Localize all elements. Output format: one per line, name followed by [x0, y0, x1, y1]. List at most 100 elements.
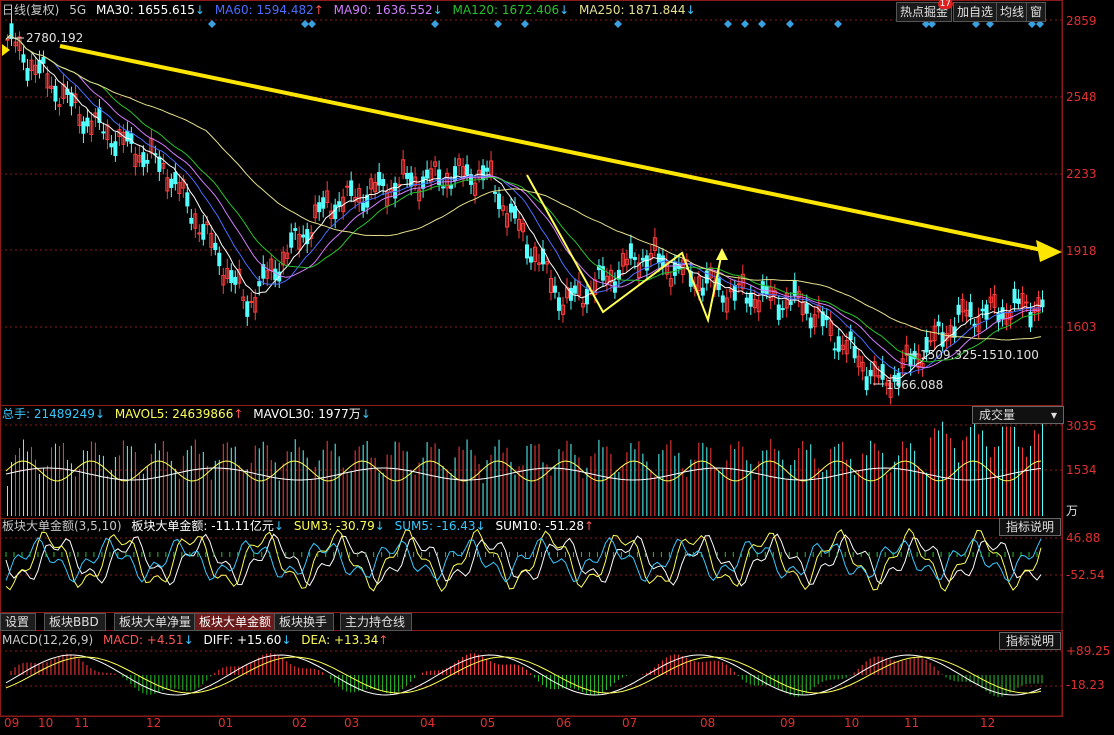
- high-arrow: [2, 44, 10, 56]
- candle-body: [980, 308, 985, 312]
- candle-body: [521, 222, 526, 233]
- candle-body: [89, 120, 94, 135]
- month-label: 11: [74, 716, 90, 730]
- volume-legend: 总手: 21489249↓ MAVOL5: 24639866↑ MAVOL30:…: [2, 406, 377, 422]
- candle-body: [457, 158, 462, 166]
- month-label: 09: [4, 716, 20, 730]
- candle-body: [956, 304, 961, 315]
- candle-body: [393, 182, 398, 199]
- candle-body: [517, 218, 522, 231]
- tab-main-position[interactable]: 主力持仓线: [340, 613, 413, 631]
- flow-line: [5, 533, 1042, 587]
- candle-body: [165, 177, 170, 192]
- candle-body: [233, 276, 238, 285]
- candle-body: [964, 309, 969, 317]
- tab-bbd[interactable]: 板块BBD: [44, 613, 106, 631]
- candle-body: [556, 297, 561, 311]
- candle-body: [536, 262, 541, 265]
- candle-body: [505, 213, 510, 228]
- flow-tick-top: 46.88: [1066, 531, 1101, 545]
- candle-body: [465, 164, 470, 176]
- zigzag-line: [526, 174, 723, 324]
- month-label: 08: [700, 716, 716, 730]
- candle-body: [924, 337, 929, 353]
- month-label: 02: [292, 716, 308, 730]
- month-label: 12: [146, 716, 162, 730]
- candle-body: [832, 348, 837, 351]
- candle-body: [728, 288, 733, 293]
- candle-body: [984, 304, 989, 320]
- candle-body: [976, 316, 981, 332]
- candle-body: [381, 179, 386, 187]
- candle-body: [620, 252, 625, 267]
- candle-body: [876, 375, 881, 378]
- candle-body: [305, 229, 310, 245]
- flow-value-label: 板块大单金额: -11.11亿元↓: [131, 519, 284, 533]
- candle-body: [213, 242, 218, 251]
- candle-body: [708, 267, 713, 279]
- dea-label: DEA: +13.34↑: [301, 633, 389, 647]
- flow-legend: 板块大单金额(3,5,10) 板块大单金额: -11.11亿元↓ SUM3: -…: [2, 518, 600, 534]
- candle-body: [137, 155, 142, 163]
- candle-body: [401, 159, 406, 175]
- hotspot-button[interactable]: 热点掘金 17: [896, 0, 954, 22]
- candle-body: [161, 162, 166, 169]
- trend-arrow-line: [59, 44, 1043, 252]
- tab-large-net[interactable]: 板块大单净量: [114, 613, 199, 631]
- candle-body: [33, 64, 38, 75]
- window-button[interactable]: 窗: [1026, 2, 1047, 22]
- candle-body: [81, 121, 86, 134]
- price-legend: 日线(复权) 5G MA30: 1655.615↓ MA60: 1594.482…: [2, 2, 702, 18]
- event-marker-icon: [972, 20, 980, 28]
- candle-body: [209, 232, 214, 248]
- candle-body: [45, 73, 50, 89]
- tab-large-amount[interactable]: 板块大单金额: [194, 613, 279, 631]
- candle-body: [109, 143, 114, 148]
- event-marker-icon: [724, 20, 732, 28]
- candle-body: [421, 176, 426, 189]
- candle-body: [221, 275, 226, 286]
- tab-turnover[interactable]: 板块换手: [274, 613, 335, 631]
- candle-body: [177, 182, 182, 195]
- candle-body: [377, 172, 382, 186]
- zigzag-arrow-head: [716, 248, 728, 260]
- volume-dropdown[interactable]: 成交量 ▾: [972, 406, 1064, 424]
- candle-body: [369, 178, 374, 190]
- event-marker-icon: [741, 20, 749, 28]
- candle-body: [704, 270, 709, 284]
- candle-body: [756, 300, 761, 313]
- price-tick-2548: 2548: [1066, 90, 1097, 104]
- candle-body: [724, 297, 729, 313]
- tab-settings[interactable]: 设置: [0, 613, 37, 631]
- candle-body: [273, 268, 278, 281]
- candle-body: [525, 244, 529, 259]
- event-marker-icon: [431, 20, 439, 28]
- candle-body: [417, 189, 422, 202]
- diff-label: DIFF: +15.60↓: [203, 633, 292, 647]
- candle-body: [736, 283, 741, 286]
- candle-body: [349, 180, 354, 196]
- price-tick-1603: 1603: [1066, 320, 1097, 334]
- candle-body: [820, 311, 825, 327]
- candle-body: [21, 54, 26, 63]
- candle-body: [864, 376, 869, 391]
- candle-body: [872, 361, 877, 377]
- candle-body: [992, 294, 997, 308]
- candle-body: [261, 264, 266, 279]
- ma-button[interactable]: 均线: [996, 2, 1029, 22]
- candle-body: [425, 169, 430, 179]
- sum5-label: SUM5: -16.43↓: [394, 519, 486, 533]
- ma30-label: MA30: 1655.615↓: [95, 3, 205, 17]
- candle-body: [441, 186, 446, 189]
- candle-body: [852, 345, 857, 359]
- candle-body: [157, 156, 162, 172]
- candle-body: [548, 277, 553, 294]
- add-watchlist-button[interactable]: 加自选: [953, 2, 998, 22]
- candle-body: [840, 344, 845, 351]
- candle-body: [25, 68, 30, 81]
- candle-body: [696, 276, 701, 292]
- macd-help-button[interactable]: 指标说明: [999, 632, 1062, 650]
- flow-help-button[interactable]: 指标说明: [999, 518, 1062, 536]
- event-marker-icon: [986, 20, 994, 28]
